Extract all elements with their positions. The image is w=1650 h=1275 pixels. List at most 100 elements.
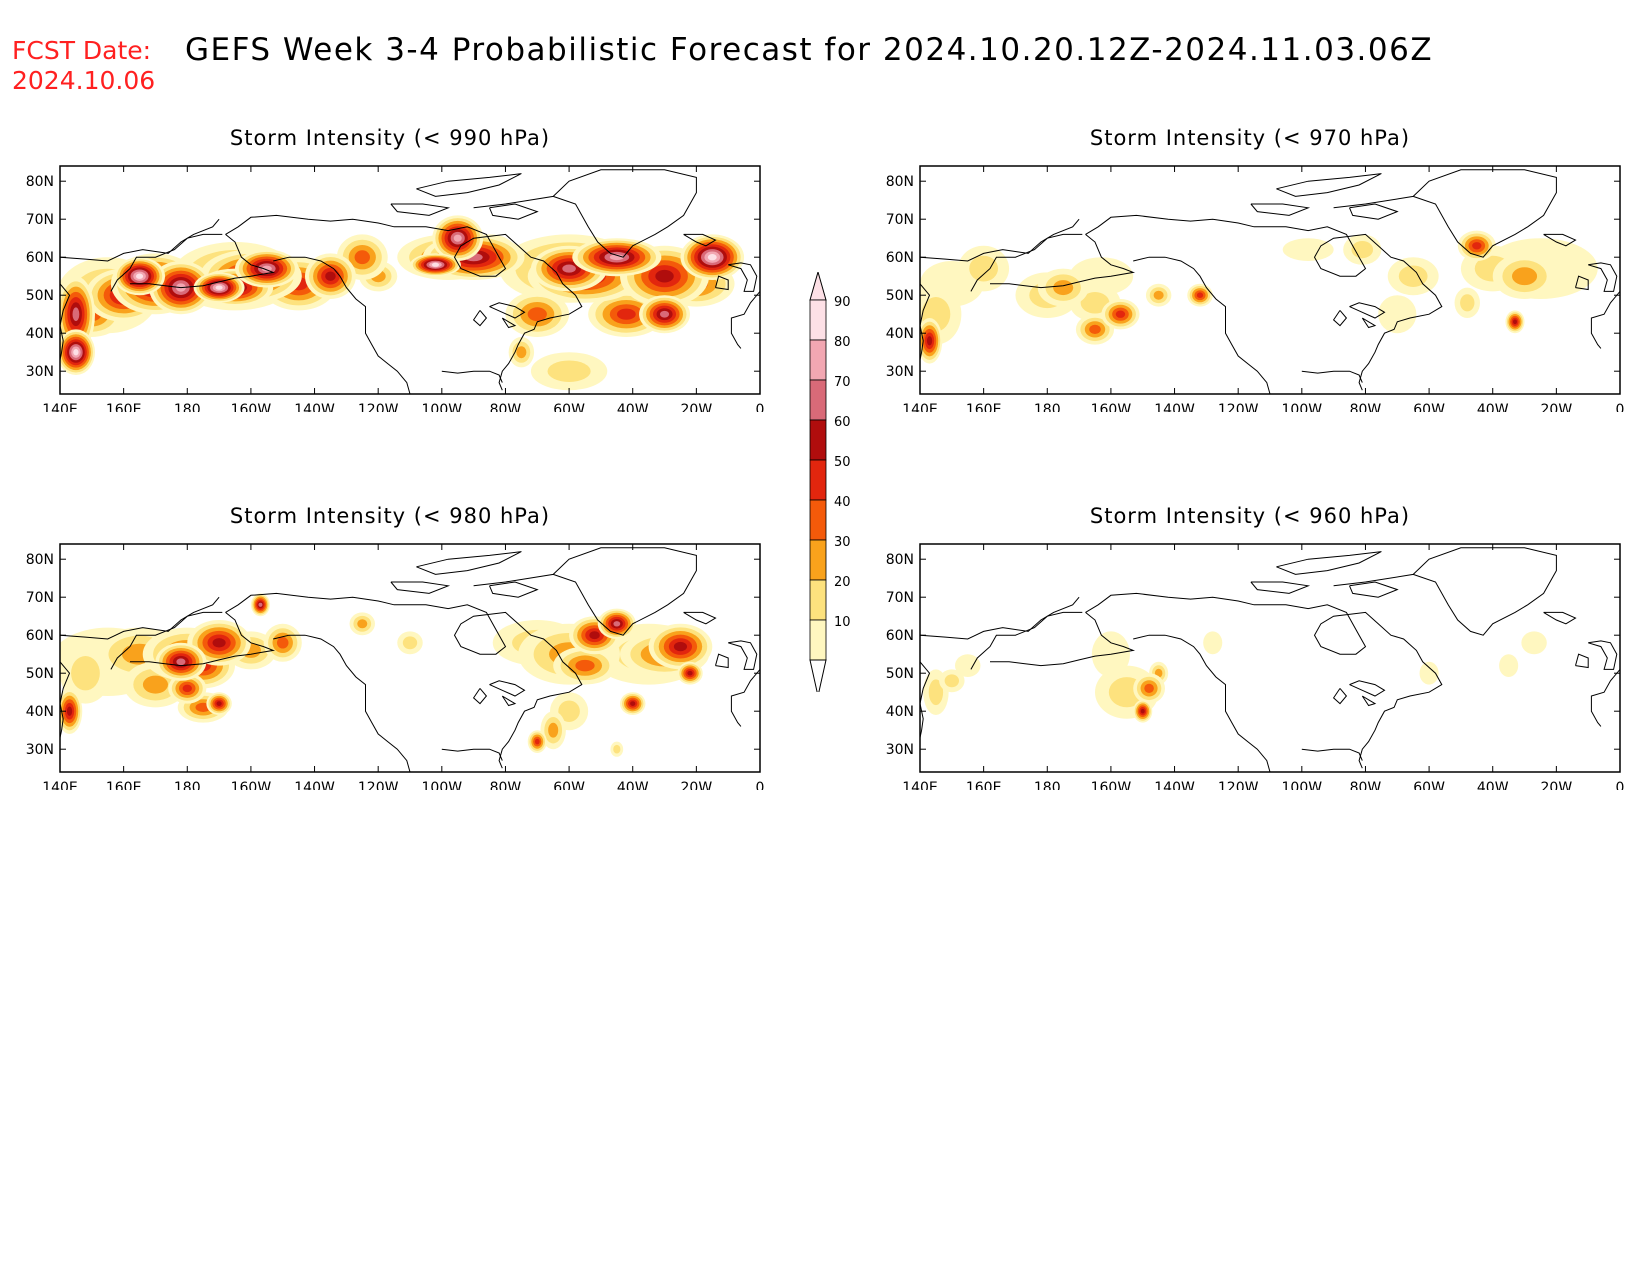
coastline	[970, 233, 1083, 292]
prob-contour	[575, 659, 595, 672]
prob-contour	[176, 658, 186, 666]
colorbar-swatch	[809, 419, 827, 461]
lat-label: 40N	[26, 704, 54, 720]
prob-contour	[673, 641, 688, 652]
colorbar-label: 30	[834, 535, 851, 550]
prob-contour	[516, 346, 527, 359]
lat-label: 30N	[26, 364, 54, 380]
lon-label: 60W	[1413, 402, 1445, 412]
prob-contour	[71, 656, 100, 691]
prob-contour	[1398, 265, 1428, 287]
colorbar-label: 80	[834, 335, 851, 350]
coastline	[1590, 669, 1620, 727]
colorbar-label: 90	[834, 295, 851, 310]
map-border	[919, 165, 1621, 395]
lon-label: 60W	[553, 780, 585, 790]
prob-contour	[928, 679, 944, 706]
lat-label: 60N	[886, 250, 914, 266]
prob-contour	[1140, 708, 1145, 714]
coastline	[489, 581, 539, 598]
coastline	[1349, 581, 1399, 598]
lon-label: 100W	[1282, 402, 1323, 412]
coastline	[441, 748, 503, 761]
main-title: GEFS Week 3-4 Probabilistic Forecast for…	[185, 32, 1434, 68]
prob-contour	[707, 254, 717, 261]
coastlines	[920, 547, 1620, 772]
prob-contour	[609, 254, 624, 261]
lon-label: 140W	[294, 780, 335, 790]
lat-label: 70N	[886, 212, 914, 228]
coastline	[1349, 680, 1386, 697]
coastline	[920, 661, 931, 738]
lon-label: 140E	[902, 780, 938, 790]
lon-label: 140W	[1154, 780, 1195, 790]
prob-contour	[527, 307, 547, 322]
lon-label: 120W	[1218, 402, 1259, 412]
lon-label: 20W	[1541, 780, 1573, 790]
prob-contour	[616, 308, 636, 320]
map-960: 140E 160E 180 160W 140W 120W 100W 80W 60W 40W 20W 0…	[886, 543, 1624, 790]
lon-label: 80W	[1350, 780, 1382, 790]
colorbar-swatch	[809, 339, 827, 381]
prob-contour	[1521, 631, 1547, 655]
prob-contour	[534, 738, 540, 745]
lon-label: 140W	[294, 402, 335, 412]
coastline	[683, 233, 717, 247]
prob-contour	[1089, 324, 1101, 334]
prob-contour	[261, 265, 272, 272]
prob-contour	[944, 674, 960, 688]
lon-label: 80W	[1350, 402, 1382, 412]
lat-label: 50N	[886, 288, 914, 304]
coastline	[1361, 317, 1377, 329]
prob-contour	[969, 255, 999, 282]
coastline	[990, 234, 1136, 289]
coastline	[390, 203, 451, 216]
lat-label: 60N	[886, 628, 914, 644]
prob-contour	[613, 621, 621, 627]
coastline	[1085, 592, 1443, 769]
coastline	[441, 370, 503, 383]
coastline	[472, 688, 488, 705]
prob-contour	[182, 684, 192, 693]
lon-label: 20W	[681, 402, 713, 412]
probability-field	[920, 230, 1598, 364]
coastline	[1349, 302, 1386, 319]
coastline	[273, 634, 411, 772]
lon-label: 120W	[358, 402, 399, 412]
prob-contour	[431, 262, 440, 267]
prob-contour	[354, 250, 370, 265]
coastline	[1543, 611, 1577, 625]
coastline	[501, 317, 517, 329]
colorbar-swatch	[809, 499, 827, 541]
coastline	[501, 695, 517, 707]
lon-label: 180	[1034, 780, 1061, 790]
lon-label: 180	[174, 402, 201, 412]
coastline	[1333, 169, 1557, 258]
map-990: 140E 160E 180 160W 140W 120W 100W 80W 60W 40W 20W 0…	[26, 165, 765, 412]
colorbar: 90 80 70 60 50 40 30 20 10	[809, 272, 851, 692]
map-border	[59, 165, 761, 395]
coastlines	[60, 169, 760, 394]
lon-label: 0	[756, 402, 765, 412]
colorbar-swatch	[809, 619, 827, 661]
coastline	[730, 669, 760, 727]
panel-990: Storm Intensity (< 990 hPa) 140E 160E 180 1…	[0, 126, 780, 446]
prob-contour	[1144, 683, 1154, 693]
coastline	[920, 283, 931, 360]
prob-contour	[72, 307, 80, 321]
lat-label: 50N	[26, 666, 54, 682]
coastline	[920, 218, 1080, 262]
map-980: 140E 160E 180 160W 140W 120W 100W 80W 60W 40W 20W 0…	[26, 543, 764, 790]
panel-title: Storm Intensity (< 980 hPa)	[229, 504, 551, 528]
prob-contour	[276, 637, 289, 649]
coastline	[473, 169, 697, 258]
coastline	[416, 551, 522, 575]
prob-contour	[73, 349, 79, 356]
coastline	[110, 611, 223, 670]
lon-label: 100W	[422, 780, 463, 790]
coastline	[110, 233, 223, 292]
prob-contour	[66, 706, 73, 716]
coastline	[416, 173, 522, 197]
lon-label: 160E	[106, 402, 142, 412]
prob-contour	[215, 285, 223, 290]
